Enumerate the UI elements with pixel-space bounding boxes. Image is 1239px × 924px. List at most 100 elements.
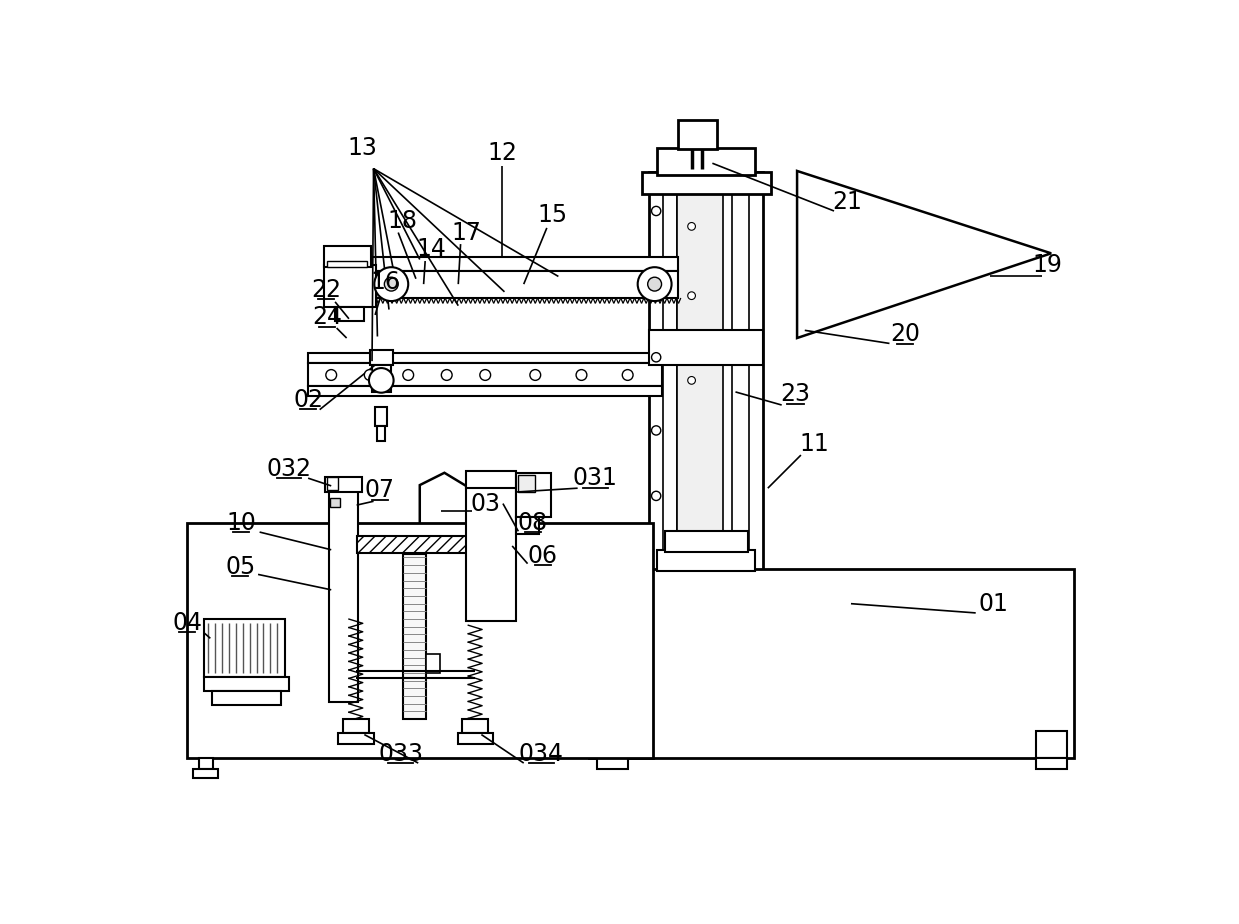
Bar	[732, 173, 750, 573]
Text: 15: 15	[538, 203, 567, 226]
Circle shape	[576, 370, 587, 381]
Bar	[646, 573, 767, 589]
Text: 20: 20	[890, 322, 919, 346]
Bar	[204, 676, 289, 691]
Bar	[369, 349, 393, 365]
Circle shape	[652, 268, 660, 277]
Bar	[657, 148, 756, 175]
Text: 05: 05	[225, 554, 255, 578]
Bar	[597, 731, 628, 758]
Circle shape	[441, 370, 452, 381]
Text: 24: 24	[312, 305, 342, 329]
Bar	[335, 307, 364, 321]
Bar	[663, 173, 676, 573]
Bar	[657, 550, 756, 571]
Text: 01: 01	[979, 591, 1009, 615]
Bar	[327, 477, 338, 491]
Bar	[597, 758, 628, 769]
Circle shape	[374, 267, 408, 301]
Circle shape	[364, 370, 375, 381]
Bar	[309, 354, 663, 363]
Text: 033: 033	[378, 742, 422, 766]
Circle shape	[530, 370, 540, 381]
Bar	[187, 523, 653, 758]
Text: 031: 031	[572, 467, 618, 490]
Text: 032: 032	[266, 457, 311, 480]
Bar	[1036, 731, 1067, 758]
Bar	[375, 407, 388, 426]
Bar	[679, 120, 717, 150]
Text: 12: 12	[487, 141, 517, 165]
Text: 14: 14	[416, 237, 446, 261]
Bar	[466, 471, 515, 488]
Text: 04: 04	[172, 611, 202, 635]
Text: 23: 23	[781, 383, 810, 407]
Bar	[331, 498, 339, 507]
Text: 19: 19	[1032, 253, 1062, 277]
Bar	[309, 362, 663, 386]
Bar	[515, 473, 550, 517]
Text: 22: 22	[311, 277, 341, 301]
Text: 18: 18	[388, 209, 418, 233]
Bar	[323, 265, 375, 307]
Bar	[369, 271, 678, 298]
Bar	[325, 477, 362, 492]
Text: 07: 07	[364, 479, 395, 503]
Bar	[462, 719, 488, 733]
Circle shape	[652, 492, 660, 501]
Circle shape	[384, 277, 398, 291]
Bar	[309, 386, 663, 395]
Bar	[403, 553, 426, 719]
Circle shape	[622, 370, 633, 381]
Circle shape	[479, 370, 491, 381]
Text: 10: 10	[227, 511, 256, 535]
Polygon shape	[797, 171, 1051, 338]
Circle shape	[688, 223, 695, 230]
Bar	[369, 257, 678, 271]
Bar	[378, 426, 385, 441]
Bar	[515, 517, 539, 534]
Bar	[193, 769, 218, 778]
Bar	[457, 733, 493, 744]
Text: 06: 06	[528, 544, 558, 568]
Circle shape	[638, 267, 672, 301]
Bar	[327, 261, 368, 267]
Bar	[343, 719, 369, 733]
Text: 08: 08	[518, 511, 548, 535]
Circle shape	[652, 353, 660, 362]
Bar	[198, 758, 213, 769]
Circle shape	[652, 426, 660, 435]
Circle shape	[326, 370, 337, 381]
Text: 16: 16	[370, 270, 400, 294]
Circle shape	[403, 370, 414, 381]
Bar	[518, 475, 534, 492]
Text: 11: 11	[799, 432, 829, 456]
Text: 17: 17	[451, 221, 481, 245]
Bar	[204, 619, 285, 676]
Bar	[323, 246, 372, 267]
Text: 03: 03	[471, 492, 501, 516]
Bar	[642, 173, 771, 194]
Bar	[649, 173, 763, 573]
Bar	[664, 530, 748, 553]
Text: 13: 13	[347, 136, 377, 160]
Circle shape	[688, 377, 695, 384]
Circle shape	[369, 368, 394, 393]
Bar	[649, 331, 763, 365]
Bar	[1036, 758, 1067, 769]
Bar	[357, 536, 510, 553]
Bar	[372, 365, 390, 392]
Bar	[328, 491, 358, 702]
Text: 21: 21	[833, 189, 862, 213]
Bar	[676, 173, 724, 573]
Text: 034: 034	[519, 742, 564, 766]
Circle shape	[688, 292, 695, 299]
Polygon shape	[420, 473, 470, 536]
Circle shape	[648, 277, 662, 291]
Bar	[212, 691, 281, 704]
Bar	[466, 487, 515, 621]
Bar	[590, 569, 1074, 758]
Bar	[338, 733, 374, 744]
Text: 02: 02	[294, 388, 323, 411]
Circle shape	[652, 206, 660, 215]
